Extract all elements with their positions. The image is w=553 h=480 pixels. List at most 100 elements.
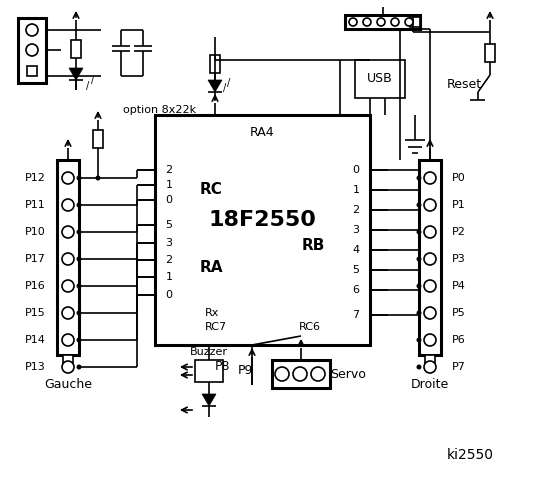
Circle shape — [416, 337, 421, 343]
Text: Servo: Servo — [330, 368, 366, 381]
Text: RC6: RC6 — [299, 322, 321, 332]
Text: P5: P5 — [452, 308, 466, 318]
Text: P0: P0 — [452, 173, 466, 183]
Text: P15: P15 — [25, 308, 46, 318]
Text: 0: 0 — [352, 165, 359, 175]
Circle shape — [275, 367, 289, 381]
Text: P17: P17 — [25, 254, 46, 264]
Text: 2: 2 — [352, 205, 359, 215]
Text: 2: 2 — [165, 255, 173, 265]
Circle shape — [416, 311, 421, 315]
Circle shape — [424, 280, 436, 292]
Circle shape — [416, 284, 421, 288]
Circle shape — [62, 172, 74, 184]
Circle shape — [424, 253, 436, 265]
Text: P3: P3 — [452, 254, 466, 264]
Circle shape — [424, 172, 436, 184]
Text: 3: 3 — [352, 225, 359, 235]
Circle shape — [76, 229, 81, 235]
Bar — [410, 17, 420, 27]
Text: 4: 4 — [352, 245, 359, 255]
Text: P6: P6 — [452, 335, 466, 345]
Circle shape — [377, 18, 385, 26]
Polygon shape — [69, 68, 83, 80]
Circle shape — [416, 256, 421, 262]
Bar — [93, 130, 103, 148]
Text: ki2550: ki2550 — [446, 448, 493, 462]
Text: RA: RA — [200, 260, 223, 275]
Circle shape — [416, 176, 421, 180]
Text: P1: P1 — [452, 200, 466, 210]
Circle shape — [416, 203, 421, 207]
Bar — [155, 115, 370, 345]
Circle shape — [96, 176, 101, 180]
Bar — [63, 355, 73, 365]
Circle shape — [62, 280, 74, 292]
Bar — [419, 160, 441, 355]
Text: P4: P4 — [452, 281, 466, 291]
Text: /: / — [91, 75, 94, 85]
Circle shape — [76, 203, 81, 207]
Text: /: / — [227, 78, 231, 88]
Text: 0: 0 — [165, 195, 173, 205]
Text: Buzzer: Buzzer — [190, 347, 228, 357]
Text: 1: 1 — [352, 185, 359, 195]
Text: P12: P12 — [25, 173, 46, 183]
Circle shape — [405, 18, 413, 26]
Circle shape — [62, 199, 74, 211]
Text: 3: 3 — [165, 238, 173, 248]
Text: Droite: Droite — [411, 379, 449, 392]
Circle shape — [424, 361, 436, 373]
Circle shape — [76, 364, 81, 370]
Circle shape — [76, 311, 81, 315]
Circle shape — [76, 284, 81, 288]
Text: option 8x22k: option 8x22k — [123, 105, 196, 115]
Circle shape — [76, 176, 81, 180]
Circle shape — [391, 18, 399, 26]
Text: Rx: Rx — [205, 308, 220, 318]
Text: P16: P16 — [25, 281, 46, 291]
Bar — [195, 360, 223, 382]
Circle shape — [62, 307, 74, 319]
Text: 1: 1 — [165, 272, 173, 282]
Text: 5: 5 — [165, 220, 173, 230]
Text: P2: P2 — [452, 227, 466, 237]
Text: RC: RC — [200, 182, 223, 197]
Polygon shape — [208, 80, 222, 92]
Circle shape — [424, 199, 436, 211]
Bar — [345, 15, 420, 29]
Circle shape — [424, 226, 436, 238]
Text: P10: P10 — [25, 227, 46, 237]
Circle shape — [62, 334, 74, 346]
Circle shape — [62, 361, 74, 373]
Circle shape — [424, 334, 436, 346]
Circle shape — [26, 44, 38, 56]
Circle shape — [424, 307, 436, 319]
Circle shape — [62, 253, 74, 265]
Text: 1: 1 — [165, 180, 173, 190]
Text: USB: USB — [367, 72, 393, 85]
Bar — [18, 18, 46, 83]
Circle shape — [76, 337, 81, 343]
Text: P7: P7 — [452, 362, 466, 372]
Bar — [425, 355, 435, 365]
Text: P14: P14 — [25, 335, 46, 345]
Text: /: / — [223, 83, 227, 93]
Bar — [485, 44, 495, 62]
Circle shape — [416, 229, 421, 235]
Bar — [57, 160, 79, 355]
Circle shape — [26, 24, 38, 36]
Circle shape — [311, 367, 325, 381]
Bar — [210, 55, 220, 73]
Text: P11: P11 — [25, 200, 46, 210]
Polygon shape — [202, 394, 216, 406]
Text: 2: 2 — [165, 165, 173, 175]
Text: P13: P13 — [25, 362, 46, 372]
Text: RB: RB — [301, 238, 325, 252]
Text: /: / — [86, 81, 89, 91]
Text: 6: 6 — [352, 285, 359, 295]
Text: P8: P8 — [214, 360, 229, 373]
Text: 5: 5 — [352, 265, 359, 275]
Bar — [272, 360, 330, 388]
Circle shape — [416, 364, 421, 370]
